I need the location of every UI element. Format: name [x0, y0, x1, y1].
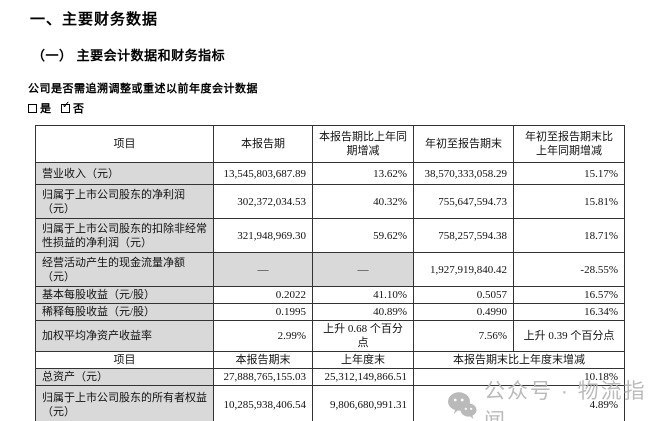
value-cell: 321,948,969.30 [213, 218, 313, 253]
value-cell: 9,806,680,991.31 [312, 385, 414, 421]
value-cell: 0.2022 [213, 286, 313, 304]
column-header: 本报告期 [213, 125, 313, 163]
row-label: 归属于上市公司股东的净利润（元） [35, 184, 214, 219]
value-cell: 38,570,333,058.29 [413, 162, 514, 185]
table-row: 营业收入（元） 13,545,803,687.89 13.62% 38,570,… [35, 162, 625, 185]
table-row: 总资产（元） 27,888,765,155.03 25,312,149,866.… [35, 368, 625, 386]
column-header: 项目 [35, 125, 214, 163]
checkbox-unchecked-icon [28, 103, 37, 113]
row-label: 归属于上市公司股东的所有者权益（元） [35, 385, 214, 421]
value-cell: 0.4990 [413, 303, 514, 321]
row-label: 营业收入（元） [35, 162, 214, 185]
table-header-row-2: 项目 本报告期末 上年度末 本报告期末比上年度末增减 [35, 351, 625, 369]
column-header: 本报告期末比上年度末增减 [413, 351, 625, 369]
column-header: 年初至报告期末 [413, 125, 514, 163]
value-cell: 758,257,594.38 [413, 218, 514, 253]
checkbox-option-no: ✓ 否 [61, 100, 84, 116]
value-cell: 2.99% [213, 320, 313, 352]
row-label: 经营活动产生的现金流量净额（元） [35, 252, 214, 287]
column-header: 本报告期比上年同期增减 [312, 125, 414, 163]
restatement-answer: 是 ✓ 否 [28, 100, 84, 116]
value-cell: 16.57% [513, 286, 625, 304]
value-cell: 13.62% [312, 162, 414, 185]
value-cell: 上升 0.39 个百分点 [513, 320, 625, 352]
table-row: 归属于上市公司股东的所有者权益（元） 10,285,938,406.54 9,8… [35, 385, 625, 421]
value-cell: 13,545,803,687.89 [213, 162, 313, 185]
column-header: 项目 [35, 351, 214, 369]
row-label: 归属于上市公司股东的扣除非经常性损益的净利润（元） [35, 218, 214, 253]
checkbox-yes-label: 是 [40, 103, 51, 115]
value-cell: — [213, 252, 313, 287]
row-label: 加权平均净资产收益率 [35, 320, 214, 352]
value-cell: 4.89% [413, 385, 625, 421]
value-cell: 40.89% [312, 303, 414, 321]
value-cell: 25,312,149,866.51 [312, 368, 414, 386]
value-cell: 755,647,594.73 [413, 184, 514, 219]
value-cell: 40.32% [312, 184, 414, 219]
table-row: 加权平均净资产收益率 2.99% 上升 0.68 个百分点 7.56% 上升 0… [35, 320, 625, 352]
row-label: 基本每股收益（元/股） [35, 286, 214, 304]
table-header-row: 项目 本报告期 本报告期比上年同期增减 年初至报告期末 年初至报告期末比上年同期… [35, 125, 625, 163]
table-row: 归属于上市公司股东的扣除非经常性损益的净利润（元） 321,948,969.30… [35, 218, 625, 253]
table-row: 稀释每股收益（元/股） 0.1995 40.89% 0.4990 16.34% [35, 303, 625, 321]
column-header: 上年度末 [312, 351, 414, 369]
section-title: 一、主要财务数据 [30, 11, 159, 28]
value-cell: 10,285,938,406.54 [213, 385, 313, 421]
value-cell: 0.1995 [213, 303, 313, 321]
value-cell: 15.17% [513, 162, 625, 185]
restatement-question: 公司是否需追溯调整或重述以前年度会计数据 [28, 83, 258, 95]
checkbox-option-yes: 是 [28, 100, 51, 116]
table-row: 基本每股收益（元/股） 0.2022 41.10% 0.5057 16.57% [35, 286, 625, 304]
value-cell: 41.10% [312, 286, 414, 304]
subsection-title: （一） 主要会计数据和财务指标 [32, 48, 226, 63]
value-cell: 上升 0.68 个百分点 [312, 320, 414, 352]
column-header: 年初至报告期末比上年同期增减 [513, 125, 625, 163]
value-cell: 7.56% [413, 320, 514, 352]
column-header: 本报告期末 [213, 351, 313, 369]
checkbox-no-label: 否 [73, 103, 84, 115]
value-cell: 16.34% [513, 303, 625, 321]
value-cell: 10.18% [413, 368, 625, 386]
table-row: 归属于上市公司股东的净利润（元） 302,372,034.53 40.32% 7… [35, 184, 625, 219]
value-cell: 1,927,919,840.42 [413, 252, 514, 287]
value-cell: — [312, 252, 414, 287]
table-row: 经营活动产生的现金流量净额（元） — — 1,927,919,840.42 -2… [35, 252, 625, 287]
financial-indicators-table: 项目 本报告期 本报告期比上年同期增减 年初至报告期末 年初至报告期末比上年同期… [35, 125, 625, 421]
value-cell: 18.71% [513, 218, 625, 253]
value-cell: 15.81% [513, 184, 625, 219]
value-cell: 0.5057 [413, 286, 514, 304]
value-cell: -28.55% [513, 252, 625, 287]
value-cell: 302,372,034.53 [213, 184, 313, 219]
row-label: 总资产（元） [35, 368, 214, 386]
value-cell: 59.62% [312, 218, 414, 253]
row-label: 稀释每股收益（元/股） [35, 303, 214, 321]
value-cell: 27,888,765,155.03 [213, 368, 313, 386]
checkbox-checked-icon: ✓ [61, 99, 71, 113]
